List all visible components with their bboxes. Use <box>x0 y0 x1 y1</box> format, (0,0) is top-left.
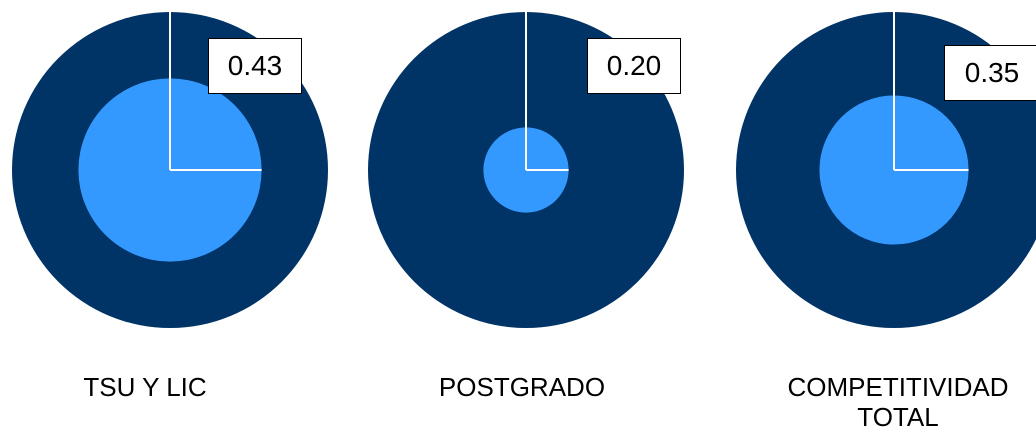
label-total: TOTAL <box>857 402 939 432</box>
value-box-postgrado: 0.20 <box>587 38 681 94</box>
value-box-tsu: 0.43 <box>208 38 302 94</box>
label-tsu-y-lic: TSU Y LIC <box>83 372 207 402</box>
value-box-competitividad: 0.35 <box>944 45 1036 101</box>
label-postgrado: POSTGRADO <box>438 372 606 402</box>
label-competitividad: COMPETITIVIDAD <box>787 372 1009 402</box>
